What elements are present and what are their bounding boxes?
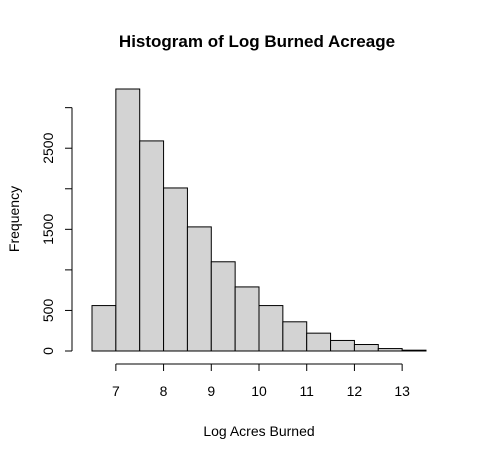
- histogram-bar: [353, 344, 379, 352]
- histogram-bar: [234, 286, 260, 352]
- x-tick-label: 11: [299, 383, 314, 399]
- x-tick-label: 8: [160, 383, 168, 399]
- histogram-bar: [258, 305, 284, 352]
- histogram-bar: [139, 140, 165, 352]
- x-tick-label: 9: [207, 383, 215, 399]
- bars-group: [91, 88, 427, 352]
- y-axis: 0 500 1500 2500: [40, 107, 73, 355]
- histogram-bar: [330, 339, 355, 352]
- histogram-bar: [306, 332, 332, 352]
- histogram-bar: [401, 349, 427, 352]
- histogram-bar: [377, 348, 403, 352]
- histogram-bar: [115, 88, 141, 352]
- x-axis: 7 8 9 10 11 12 13: [112, 363, 410, 399]
- x-tick-label: 7: [112, 383, 120, 399]
- x-tick-label: 10: [251, 383, 267, 399]
- x-tick-label: 13: [394, 383, 410, 399]
- x-axis-label: Log Acres Burned: [203, 423, 314, 439]
- histogram-bar: [210, 261, 236, 352]
- y-axis-label: Frequency: [6, 186, 22, 252]
- y-tick-label: 0: [40, 347, 56, 355]
- histogram-bar: [163, 187, 188, 352]
- y-tick-label: 500: [40, 299, 56, 323]
- histogram-bar: [186, 226, 212, 352]
- chart-title: Histogram of Log Burned Acreage: [119, 32, 395, 51]
- y-tick-label: 1500: [40, 214, 56, 245]
- histogram-bar: [91, 305, 117, 352]
- y-tick-label: 2500: [40, 132, 56, 163]
- histogram-bar: [282, 321, 308, 352]
- x-tick-label: 12: [347, 383, 363, 399]
